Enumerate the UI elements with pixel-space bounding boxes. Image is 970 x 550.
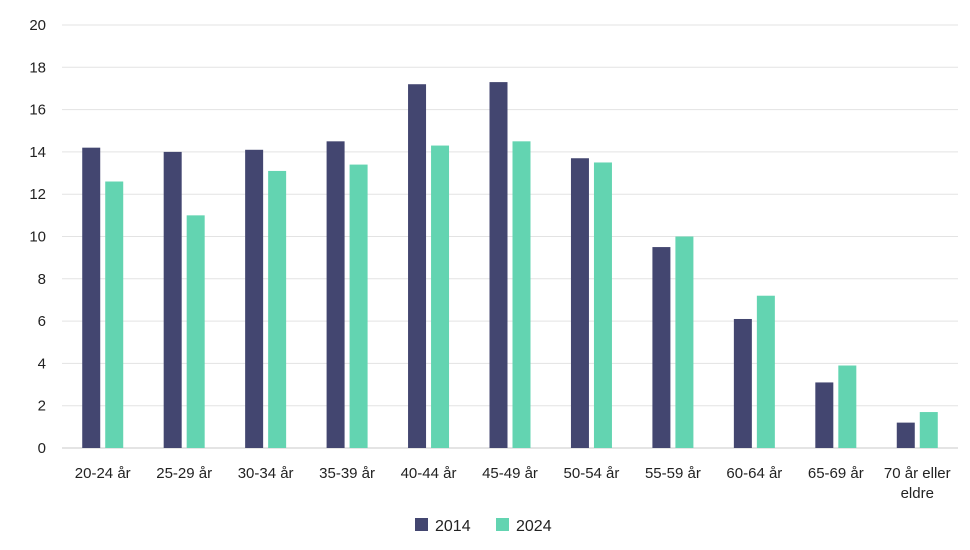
legend: 2014 2024 — [415, 518, 552, 535]
bar-2024 — [919, 412, 938, 448]
bar-2024 — [186, 215, 205, 448]
x-tick-label: 65-69 år — [808, 465, 864, 482]
x-tick-label: 30-34 år — [238, 465, 294, 482]
x-tick-label: 70 år eller eldre — [884, 465, 951, 502]
y-tick-label: 14 — [29, 144, 46, 161]
bar-2024 — [675, 236, 694, 448]
legend-swatch-2024 — [496, 518, 509, 531]
bar-2014 — [326, 141, 345, 448]
x-tick-label: 45-49 år — [482, 465, 538, 482]
legend-label-2024: 2024 — [516, 518, 552, 535]
bar-2014 — [815, 382, 834, 448]
bar-2014 — [652, 247, 671, 448]
bar-2024 — [349, 164, 368, 448]
bar-2014 — [570, 158, 589, 448]
x-tick-label: 35-39 år — [319, 465, 375, 482]
bar-2014 — [245, 149, 264, 448]
bar-2014 — [163, 151, 182, 448]
y-tick-label: 2 — [38, 398, 46, 415]
bar-2014 — [82, 147, 101, 449]
y-tick-label: 12 — [29, 186, 46, 203]
legend-label-2014: 2014 — [435, 518, 471, 535]
legend-swatch-2014 — [415, 518, 428, 531]
bar-2024 — [431, 145, 450, 448]
bar-2014 — [733, 318, 752, 448]
x-axis-tick-labels: 20-24 år 25-29 år 30-34 år 35-39 år 40-44 år… — [75, 465, 951, 502]
bar-2024 — [838, 365, 857, 448]
y-tick-label: 10 — [29, 229, 46, 246]
x-tick-label: 20-24 år — [75, 465, 131, 482]
bar-2014 — [408, 84, 427, 448]
x-tick-label: 60-64 år — [726, 465, 782, 482]
bar-2024 — [756, 295, 775, 448]
x-tick-label: 55-59 år — [645, 465, 701, 482]
y-tick-label: 8 — [38, 271, 46, 288]
y-tick-label: 16 — [29, 102, 46, 119]
y-tick-label: 0 — [38, 440, 46, 457]
bar-2024 — [268, 170, 287, 448]
y-axis-tick-labels: 0 2 4 6 8 10 12 14 16 18 20 — [29, 17, 46, 457]
bar-2014 — [896, 422, 915, 448]
bar-2024 — [105, 181, 124, 448]
bar-2024 — [512, 141, 531, 448]
x-tick-label: 40-44 år — [401, 465, 457, 482]
x-tick-label: 50-54 år — [564, 465, 620, 482]
y-tick-label: 6 — [38, 313, 46, 330]
y-tick-label: 4 — [38, 355, 46, 372]
bar-2024 — [593, 162, 612, 448]
y-tick-label: 20 — [29, 17, 46, 34]
bars — [82, 82, 938, 449]
bar-2014 — [489, 82, 508, 448]
y-tick-label: 18 — [29, 59, 46, 76]
gridlines — [62, 24, 958, 449]
x-tick-label: 25-29 år — [156, 465, 212, 482]
